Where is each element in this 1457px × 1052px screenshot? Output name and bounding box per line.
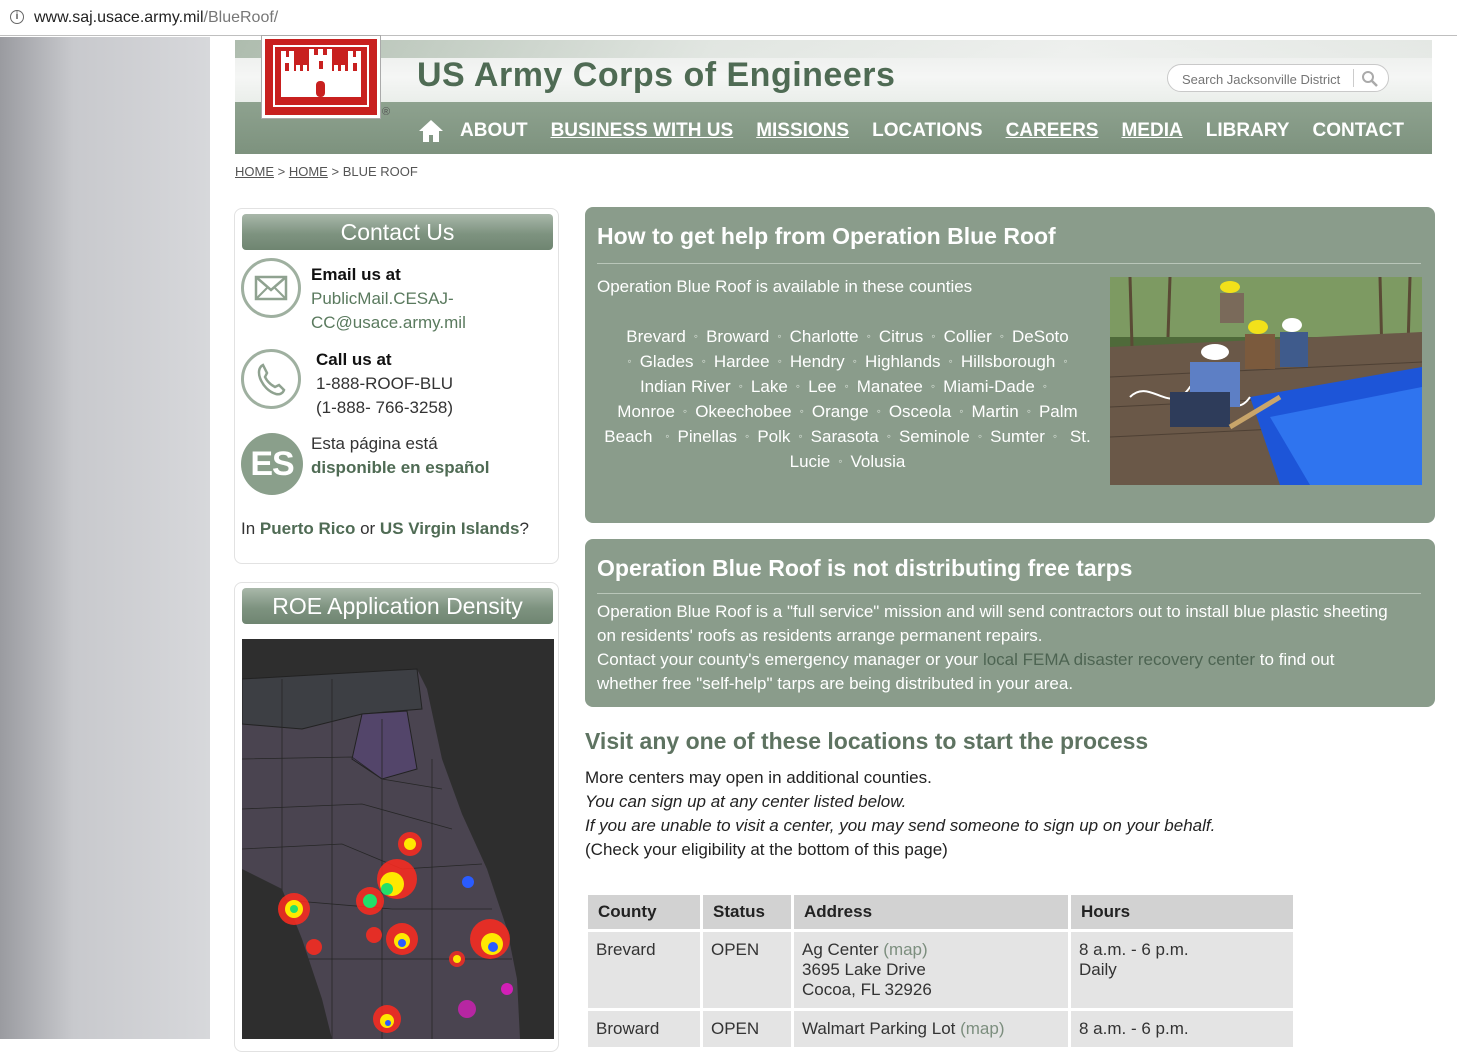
home-icon[interactable] (418, 118, 444, 144)
phone-icon[interactable] (241, 349, 301, 409)
nav-about[interactable]: ABOUT (460, 120, 528, 141)
visit-text: More centers may open in additional coun… (585, 768, 1216, 859)
col-county: County (588, 895, 700, 929)
tarps-panel-title: Operation Blue Roof is not distributing … (597, 555, 1133, 581)
envelope-icon[interactable] (241, 258, 301, 318)
url-text[interactable]: www.saj.usace.army.mil/BlueRoof/ (34, 9, 279, 26)
nav-careers[interactable]: CAREERS (1005, 120, 1099, 141)
us-virgin-islands-link[interactable]: US Virgin Islands (379, 519, 520, 538)
spanish-link[interactable]: disponible en español (311, 458, 490, 477)
nav-missions[interactable]: MISSIONS (756, 120, 850, 141)
nav-locations[interactable]: LOCATIONS (872, 120, 983, 141)
roe-density-heading: ROE Application Density (242, 588, 553, 624)
main-nav: ABOUT BUSINESS WITH US MISSIONS LOCATION… (418, 116, 1427, 146)
territories-line: In Puerto Rico or US Virgin Islands? (241, 519, 529, 538)
help-panel: How to get help from Operation Blue Roof… (585, 207, 1435, 523)
county-list: Brevard ◦ Broward ◦ Charlotte ◦ Citrus ◦ Collier… (604, 327, 1091, 471)
phone-number[interactable]: 1-888-ROOF-BLU (316, 374, 453, 393)
table-row: Broward OPEN Walmart Parking Lot (map) 8… (588, 1011, 1293, 1047)
site-title[interactable]: US Army Corps of Engineers (417, 56, 896, 94)
col-hours: Hours (1071, 895, 1293, 929)
contact-us-heading: Contact Us (242, 214, 553, 250)
breadcrumb: HOME > HOME > BLUE ROOF (235, 164, 418, 179)
tarps-panel: Operation Blue Roof is not distributing … (585, 539, 1435, 707)
workers-installing-tarp-photo (1110, 277, 1422, 485)
roe-density-box: ROE Application Density (234, 582, 559, 1052)
address-bar[interactable]: i www.saj.usace.army.mil/BlueRoof/ (0, 0, 1457, 36)
spanish-es-icon[interactable]: ES (241, 433, 303, 495)
tarps-text: Operation Blue Roof is a "full service" … (597, 602, 1388, 693)
breadcrumb-current: BLUE ROOF (342, 164, 418, 179)
breadcrumb-home-link-2[interactable]: HOME (288, 164, 328, 179)
fema-center-link[interactable]: local FEMA disaster recovery center (982, 650, 1256, 669)
density-heatmap-image[interactable] (242, 639, 554, 1039)
map-link[interactable]: (map) (883, 940, 928, 959)
counties-intro: Operation Blue Roof is available in thes… (597, 277, 973, 296)
breadcrumb-home-link[interactable]: HOME (235, 164, 274, 179)
search-box[interactable] (1167, 64, 1389, 92)
email-label: Email us at (311, 265, 401, 284)
page-left-background (0, 37, 210, 1039)
search-icon[interactable] (1361, 70, 1379, 88)
search-input[interactable] (1180, 69, 1356, 89)
map-link[interactable]: (map) (960, 1019, 1005, 1038)
email-link[interactable]: PublicMail.CESAJ- CC@usace.army.mil (311, 289, 466, 332)
registered-mark: ® (382, 106, 391, 118)
spanish-text: Esta página está (311, 434, 438, 453)
help-panel-title: How to get help from Operation Blue Roof (597, 223, 1056, 249)
locations-table: County Status Address Hours Brevard OPEN… (585, 892, 1296, 1050)
table-header-row: County Status Address Hours (588, 895, 1293, 929)
col-address: Address (794, 895, 1068, 929)
puerto-rico-link[interactable]: Puerto Rico (259, 519, 356, 538)
nav-contact[interactable]: CONTACT (1312, 120, 1404, 141)
usace-castle-logo[interactable] (262, 36, 380, 118)
info-icon[interactable]: i (10, 10, 24, 24)
table-row: Brevard OPEN Ag Center (map) 3695 Lake Dr… (588, 932, 1293, 1008)
nav-library[interactable]: LIBRARY (1205, 120, 1290, 141)
nav-business-with-us[interactable]: BUSINESS WITH US (550, 120, 734, 141)
call-label: Call us at (316, 350, 392, 369)
contact-us-box: Contact Us Email us at PublicMail.CESAJ-… (234, 208, 559, 564)
nav-media[interactable]: MEDIA (1121, 120, 1183, 141)
phone-number-digits: (1-888- 766-3258) (316, 398, 454, 417)
visit-heading: Visit any one of these locations to star… (585, 728, 1149, 754)
col-status: Status (703, 895, 791, 929)
